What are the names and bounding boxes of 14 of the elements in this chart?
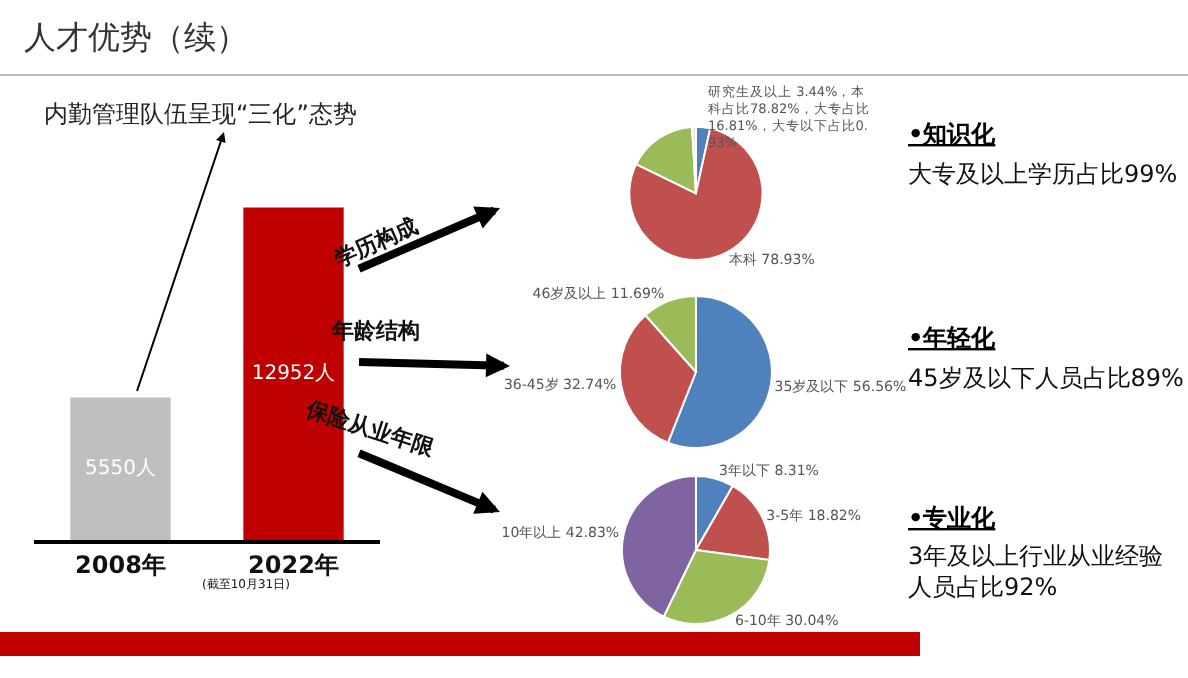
data-label: 12952人 — [251, 362, 336, 385]
x-tick-label: 2022年 — [248, 550, 339, 579]
chart-subtitle: 内勤管理队伍呈现“三化”态势 — [44, 100, 357, 128]
text: 大专及以上学历占比99% — [908, 160, 1178, 188]
text: 45岁及以下人员占比89% — [908, 364, 1184, 392]
annotation: 学历构成 — [330, 212, 422, 273]
text: •知识化 — [908, 120, 998, 148]
data-label: 5550人 — [85, 457, 156, 480]
x-tick-label: 2008年 — [75, 550, 166, 579]
text: •年轻化 — [908, 324, 998, 352]
chart-title: 人才优势（续） — [24, 18, 248, 56]
annotation: 保险从业年限 — [301, 395, 439, 463]
text: •专业化 — [908, 504, 998, 532]
text: 3年及以上行业从业经验人员占比92% — [908, 542, 1164, 602]
